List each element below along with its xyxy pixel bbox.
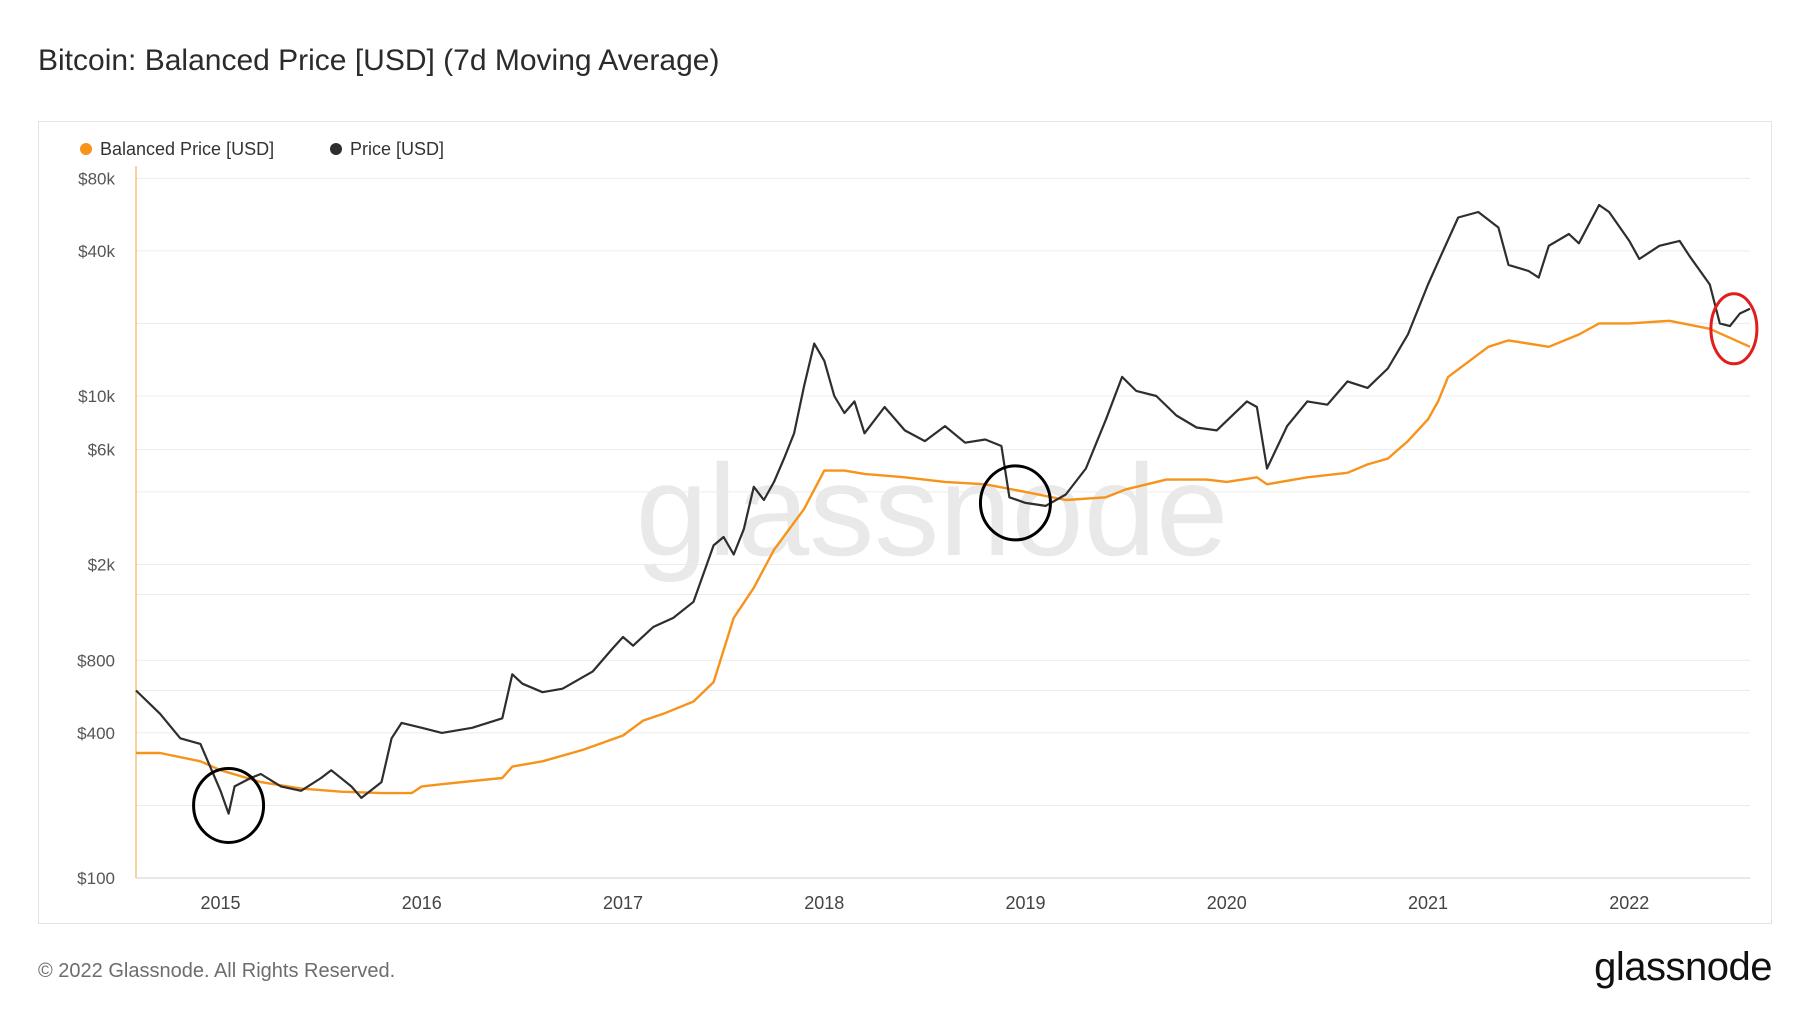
legend-label-balanced[interactable]: Balanced Price [USD] xyxy=(100,139,274,159)
legend: Balanced Price [USD] Price [USD] xyxy=(80,139,444,159)
y-tick-label: $400 xyxy=(77,724,115,743)
black-circle-annotation xyxy=(192,766,266,844)
annotations xyxy=(192,292,1759,844)
chart-title: Bitcoin: Balanced Price [USD] (7d Moving… xyxy=(38,44,720,77)
x-tick-label: 2021 xyxy=(1408,893,1448,913)
chart-frame xyxy=(38,121,1772,924)
y-tick-label: $40k xyxy=(78,242,115,261)
x-tick-label: 2016 xyxy=(402,893,442,913)
x-tick-label: 2015 xyxy=(201,893,241,913)
y-tick-label: $100 xyxy=(77,869,115,888)
x-tick-label: 2019 xyxy=(1005,893,1045,913)
y-tick-label: $10k xyxy=(78,387,115,406)
x-tick-label: 2020 xyxy=(1207,893,1247,913)
balanced-price-series-line xyxy=(136,319,1751,795)
y-tick-label: $6k xyxy=(88,440,116,459)
x-tick-label: 2022 xyxy=(1609,893,1649,913)
y-tick-label: $2k xyxy=(88,555,116,574)
glassnode-logo: glassnode xyxy=(1594,945,1772,989)
price-series-line xyxy=(135,203,1751,815)
legend-dot-price xyxy=(330,143,342,155)
y-tick-label: $800 xyxy=(77,651,115,670)
x-axis-labels: 2015 2016 2017 2018 2019 2020 2021 2022 xyxy=(201,893,1650,913)
red-circle-annotation xyxy=(1709,292,1759,366)
y-tick-label: $80k xyxy=(78,169,115,188)
legend-dot-balanced xyxy=(80,143,92,155)
legend-label-price[interactable]: Price [USD] xyxy=(350,139,444,159)
x-tick-label: 2018 xyxy=(804,893,844,913)
watermark: glassnode xyxy=(636,437,1229,583)
series-lines xyxy=(135,203,1751,815)
x-tick-label: 2017 xyxy=(603,893,643,913)
black-circle-annotation xyxy=(978,464,1052,542)
y-axis-labels: $100 $400 $800 $2k $6k $10k $40k $80k xyxy=(77,169,115,888)
copyright-footer: © 2022 Glassnode. All Rights Reserved. xyxy=(38,960,396,982)
